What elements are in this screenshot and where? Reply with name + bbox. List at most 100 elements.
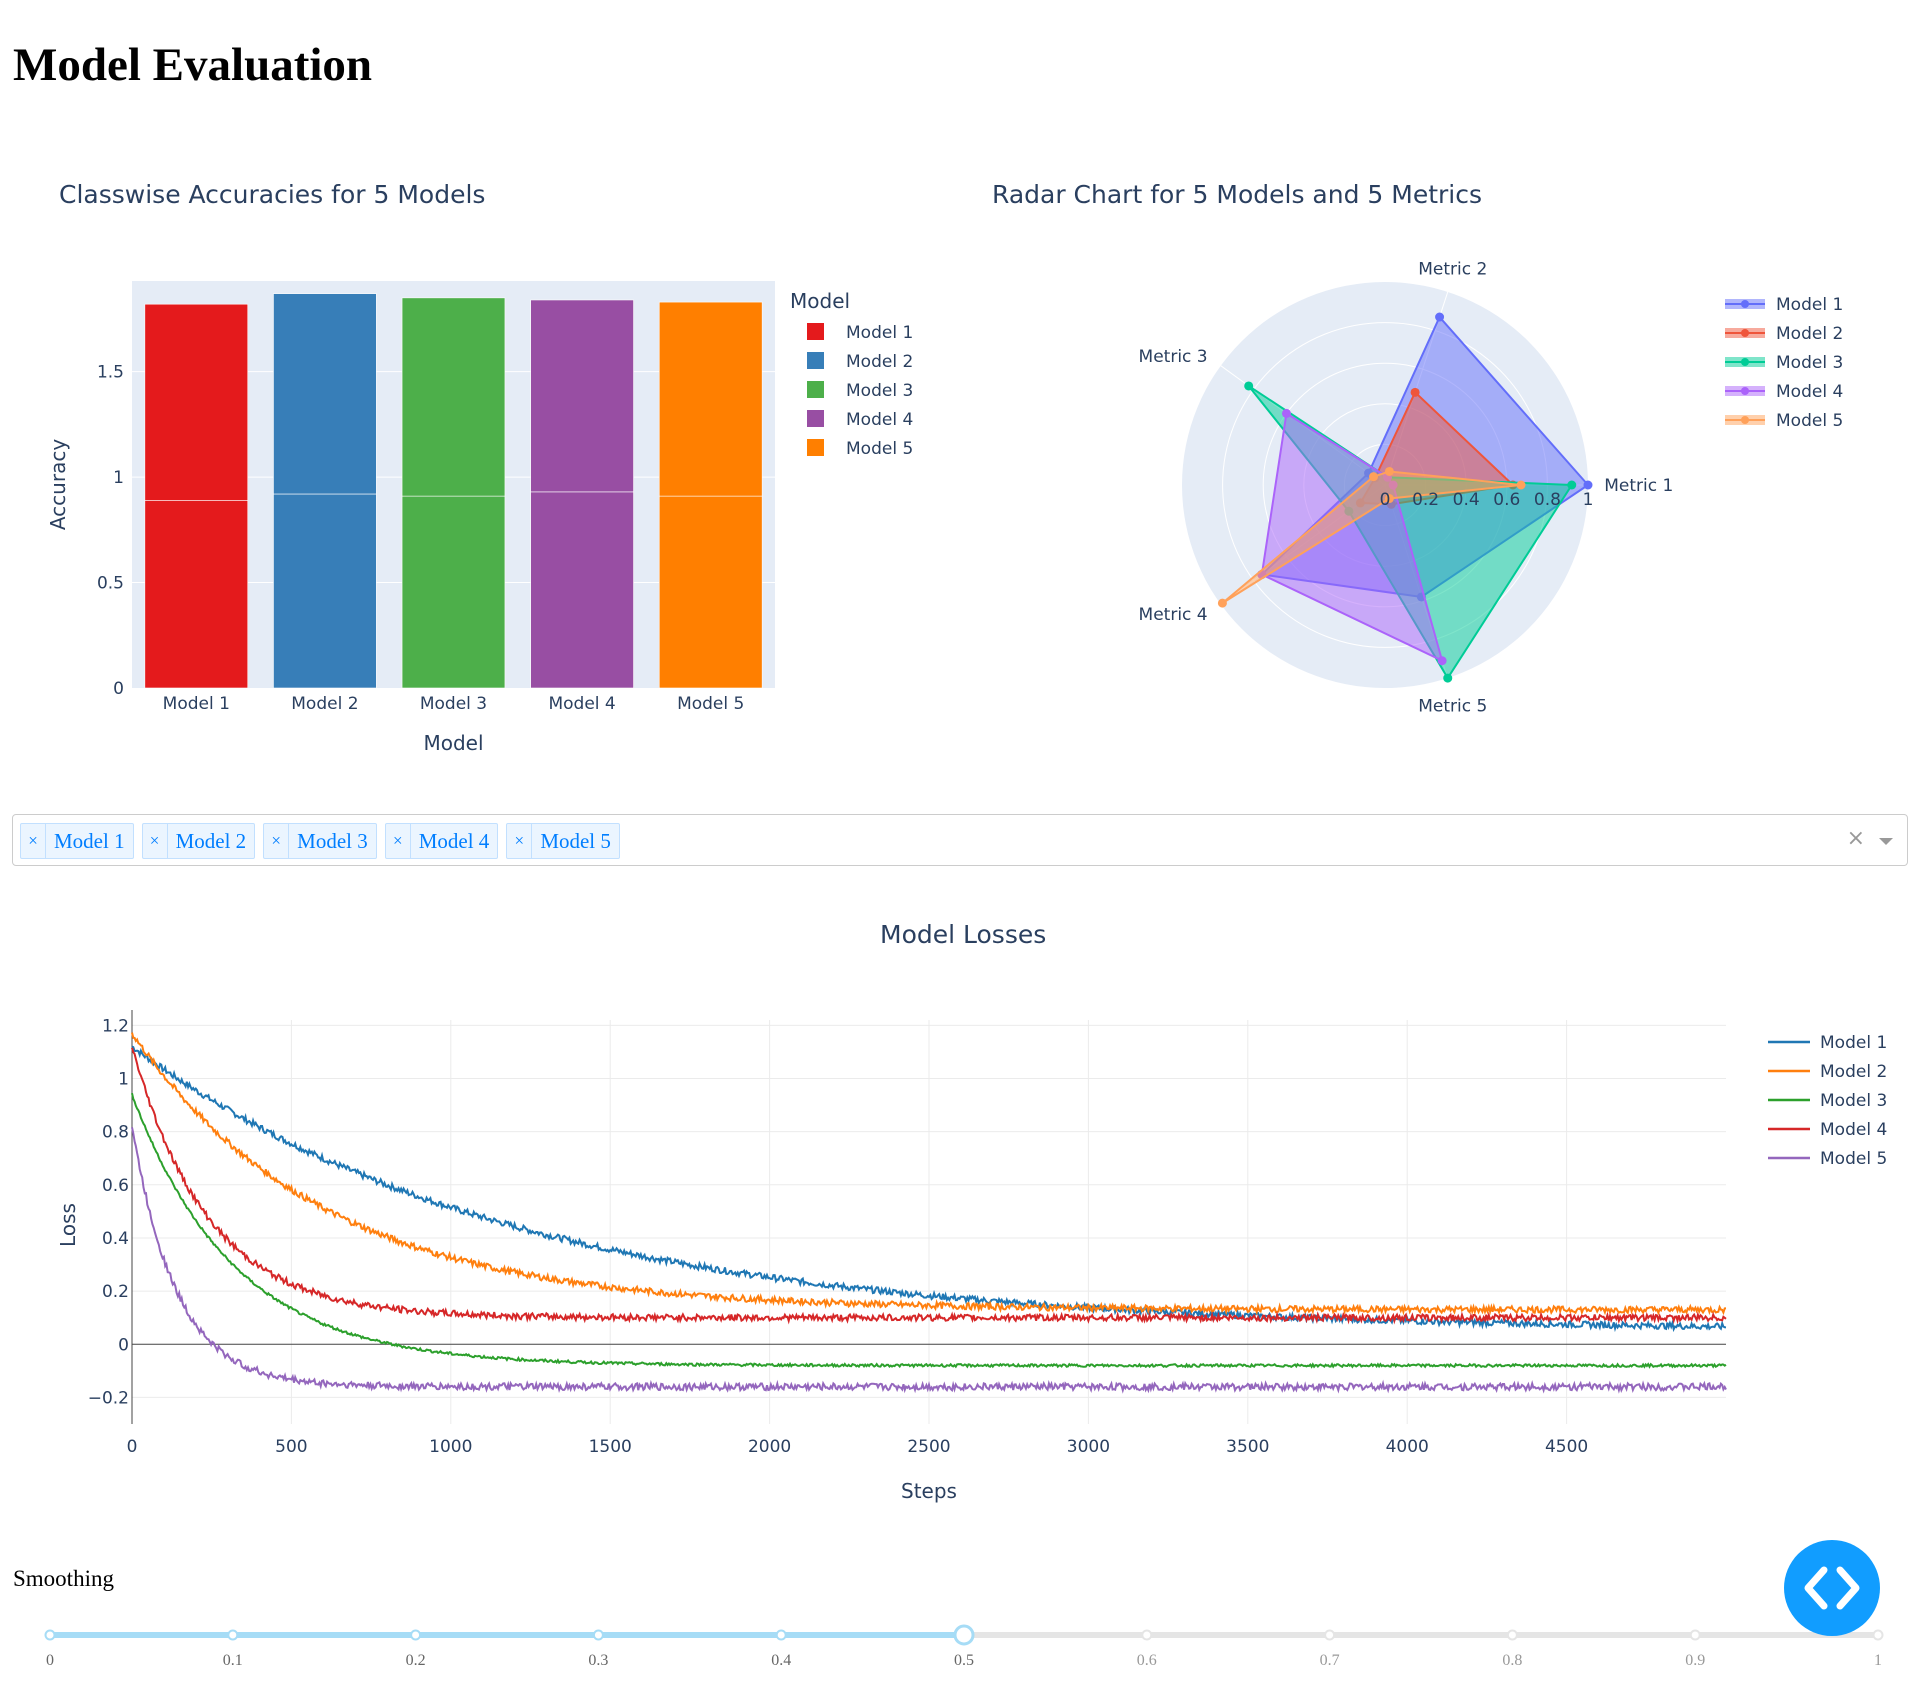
- legend-swatch[interactable]: [807, 439, 824, 456]
- radial-tick-label: 0: [1380, 490, 1391, 510]
- bar-3-segment-2[interactable]: [401, 297, 506, 497]
- slider-dot[interactable]: [227, 1629, 239, 1641]
- remove-chip-icon[interactable]: ×: [386, 824, 411, 858]
- slider-dot[interactable]: [1141, 1629, 1153, 1641]
- radar-point[interactable]: [1281, 408, 1291, 418]
- code-toggle-button[interactable]: [1784, 1540, 1880, 1636]
- radar-point[interactable]: [1567, 480, 1577, 490]
- radar-point[interactable]: [1369, 472, 1379, 482]
- radar-point[interactable]: [1435, 312, 1445, 322]
- bar-1-segment-2[interactable]: [144, 303, 249, 501]
- radar-point[interactable]: [1516, 480, 1526, 490]
- slider-dot[interactable]: [775, 1629, 787, 1641]
- radar-chart[interactable]: 0 0.2 0.4 0.6 0.8 1 Metric 1 Metric 2 Metric 3 Me…: [960, 230, 1920, 770]
- bar-2-segment-1[interactable]: [273, 493, 377, 689]
- legend-item-model-3[interactable]: Model 3: [1776, 353, 1843, 373]
- bar-chart[interactable]: 0 0.5 1 1.5 Model 1 Model 2 Model 3 Model 4 Mode…: [0, 230, 960, 770]
- radar-point[interactable]: [1410, 387, 1420, 397]
- loss-line-model-2[interactable]: [131, 1032, 1727, 1316]
- legend-swatch[interactable]: [807, 410, 824, 427]
- slider-dot[interactable]: [1689, 1629, 1701, 1641]
- legend-item-model-5[interactable]: Model 5: [1820, 1149, 1887, 1169]
- remove-chip-icon[interactable]: ×: [143, 824, 168, 858]
- legend-marker: [1741, 387, 1749, 395]
- legend-item-model-1[interactable]: Model 1: [1820, 1033, 1887, 1053]
- selected-chip-model-5[interactable]: × Model 5: [506, 823, 620, 859]
- slider-handle[interactable]: [953, 1624, 975, 1646]
- legend-item-model-5[interactable]: Model 5: [846, 439, 913, 459]
- x-tick-label: 4500: [1545, 1437, 1588, 1457]
- radar-area[interactable]: [1221, 470, 1522, 604]
- legend-item-model-2[interactable]: Model 2: [846, 352, 913, 372]
- legend-swatch[interactable]: [807, 381, 824, 398]
- bar-3-segment-1[interactable]: [401, 495, 506, 689]
- bar-4-segment-2[interactable]: [530, 299, 634, 493]
- slider-dot[interactable]: [1324, 1629, 1336, 1641]
- loss-line-model-5[interactable]: [131, 1127, 1727, 1394]
- radar-point[interactable]: [1384, 494, 1394, 504]
- slider-dot[interactable]: [410, 1629, 422, 1641]
- bar-2-segment-2[interactable]: [273, 293, 377, 495]
- remove-chip-icon[interactable]: ×: [507, 824, 533, 858]
- slider-dot[interactable]: [1506, 1629, 1518, 1641]
- selected-chip-model-2[interactable]: × Model 2: [141, 823, 256, 859]
- legend-item-model-1[interactable]: Model 1: [846, 323, 913, 343]
- bar-4-segment-1[interactable]: [530, 491, 634, 689]
- radial-tick-label: 0.2: [1412, 490, 1439, 510]
- x-tick-label: 4000: [1386, 1437, 1429, 1457]
- slider-mark-label: 0.8: [1502, 1652, 1522, 1669]
- slider-mark-label: 1: [1874, 1652, 1882, 1669]
- legend-item-model-5[interactable]: Model 5: [1776, 411, 1843, 431]
- y-axis-title: Accuracy: [46, 439, 70, 530]
- remove-chip-icon[interactable]: ×: [264, 824, 290, 858]
- remove-chip-icon[interactable]: ×: [21, 824, 46, 858]
- loss-line-model-3[interactable]: [131, 1092, 1727, 1369]
- x-tick-label: Model 1: [163, 694, 230, 714]
- bar-5-segment-1[interactable]: [658, 495, 763, 689]
- slider-dot[interactable]: [44, 1629, 56, 1641]
- legend-swatch[interactable]: [807, 352, 824, 369]
- slider-dot[interactable]: [592, 1629, 604, 1641]
- x-tick-label: 2500: [907, 1437, 950, 1457]
- legend-item-model-4[interactable]: Model 4: [846, 410, 913, 430]
- slider-mark-label: 0.6: [1137, 1652, 1157, 1669]
- radar-series-model-5[interactable]: [1217, 466, 1526, 608]
- chevron-down-icon[interactable]: [1879, 838, 1893, 845]
- slider-mark-label: 0.2: [406, 1652, 426, 1669]
- x-tick-label: 1000: [429, 1437, 472, 1457]
- legend-item-model-2[interactable]: Model 2: [1820, 1062, 1887, 1082]
- legend-swatch[interactable]: [807, 323, 824, 340]
- legend-item-model-3[interactable]: Model 3: [1820, 1091, 1887, 1111]
- selected-chip-model-4[interactable]: × Model 4: [384, 823, 499, 859]
- radar-point[interactable]: [1437, 656, 1447, 666]
- radar-axis-label: Metric 5: [1418, 697, 1487, 717]
- bar-5-segment-2[interactable]: [658, 301, 763, 497]
- radar-point[interactable]: [1244, 381, 1254, 391]
- smoothing-slider[interactable]: 0 0.1 0.2 0.3 0.4 0.5 0.6 0.7 0.8 0.9 1: [0, 1615, 1920, 1675]
- chip-label: Model 1: [54, 828, 125, 853]
- selected-chip-model-1[interactable]: × Model 1: [20, 823, 134, 859]
- loss-chart[interactable]: 0 500 1000 1500 2000 2500 3000 3500 4000 4500 1.2 1…: [0, 990, 1920, 1520]
- radar-point[interactable]: [1443, 673, 1453, 683]
- radar-point[interactable]: [1384, 466, 1394, 476]
- legend-item-model-1[interactable]: Model 1: [1776, 295, 1843, 315]
- loss-line-model-1[interactable]: [131, 1045, 1727, 1333]
- slider-dot[interactable]: [1872, 1629, 1884, 1641]
- legend-item-model-2[interactable]: Model 2: [1776, 324, 1843, 344]
- radar-point[interactable]: [1583, 480, 1593, 490]
- bar-1-segment-1[interactable]: [144, 500, 249, 689]
- legend-item-model-3[interactable]: Model 3: [846, 381, 913, 401]
- chip-label: Model 4: [418, 828, 490, 853]
- x-tick-label: Model 3: [420, 694, 487, 714]
- clear-all-icon[interactable]: ×: [1846, 826, 1865, 851]
- radial-tick-label: 0.4: [1453, 490, 1480, 510]
- selected-chip-model-3[interactable]: × Model 3: [263, 823, 377, 859]
- slider-mark-label: 0: [46, 1652, 54, 1669]
- radar-point[interactable]: [1217, 598, 1227, 608]
- legend-item-model-4[interactable]: Model 4: [1776, 382, 1843, 402]
- y-tick-label: 0.4: [102, 1229, 129, 1249]
- x-tick-label: 2000: [748, 1437, 791, 1457]
- legend-item-model-4[interactable]: Model 4: [1820, 1120, 1887, 1140]
- loss-line-model-4[interactable]: [131, 1047, 1727, 1325]
- model-multiselect-dropdown[interactable]: × × Model 1 × Model 2 × Model 3 × Model 4 × Model…: [12, 814, 1908, 866]
